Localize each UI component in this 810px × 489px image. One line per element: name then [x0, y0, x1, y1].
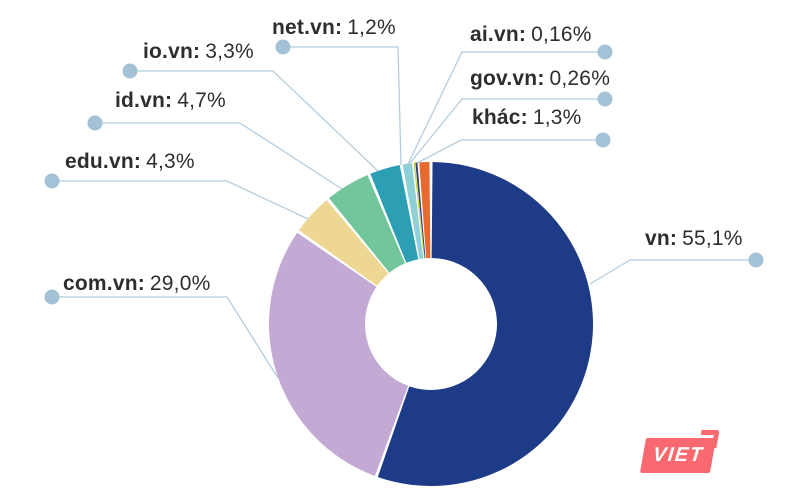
leader-dot-io-vn [122, 63, 138, 79]
leader-dot-khac [595, 132, 611, 148]
leader-dot-ai-vn [597, 44, 613, 60]
callout-value: 55,1% [682, 227, 743, 250]
leader-lines [52, 46, 756, 379]
slice-net-vn [402, 163, 424, 260]
callout-vn: vn: 55,1% [645, 226, 743, 252]
slice-vn [377, 162, 594, 487]
slice-com-vn [268, 232, 409, 476]
slice-ai-vn [413, 162, 425, 259]
callout-value: 0,26% [549, 67, 611, 90]
viettimes-logo: VIET [639, 430, 721, 476]
callout-value: 3,3% [205, 40, 254, 63]
slice-io-vn [370, 165, 419, 263]
callout-value: 4,7% [177, 89, 226, 112]
leader-dot-gov-vn [597, 91, 613, 107]
leader-dot-vn [748, 252, 764, 268]
callout-label: io.vn: [143, 40, 201, 63]
leader-dot-id-vn [87, 115, 103, 131]
callout-label: net.vn: [272, 16, 343, 39]
callout-value: 4,3% [146, 150, 195, 173]
leader-line-ai-vn [407, 51, 605, 165]
slice-id-vn [328, 174, 406, 273]
callout-label: gov.vn: [470, 67, 545, 90]
leader-line-vn [589, 259, 756, 285]
leader-dots [44, 39, 764, 305]
callout-value: 29,0% [149, 272, 211, 295]
donut-slices [268, 162, 594, 487]
callout-label: edu.vn: [65, 150, 142, 173]
leader-line-id-vn [95, 122, 343, 190]
slice-edu-vn [298, 200, 389, 286]
logo-box: VIET [639, 438, 717, 473]
leader-line-khac [416, 139, 603, 164]
callout-label: id.vn: [115, 89, 173, 112]
leader-line-io-vn [130, 70, 379, 172]
callout-ai-vn: ai.vn: 0,16% [470, 22, 592, 48]
callout-label: ai.vn: [470, 23, 527, 46]
leader-dot-com-vn [44, 289, 60, 305]
callout-com-vn: com.vn: 29,0% [63, 271, 210, 297]
logo-text: VIET [651, 444, 705, 466]
slice-khac [419, 162, 431, 259]
callout-value: 1,2% [347, 16, 396, 39]
callout-label: vn: [645, 227, 678, 250]
callout-gov-vn: gov.vn: 0,26% [470, 66, 610, 92]
callout-edu-vn: edu.vn: 4,3% [65, 149, 195, 175]
leader-line-gov-vn [409, 98, 605, 164]
leader-line-net-vn [283, 46, 402, 166]
leader-line-edu-vn [52, 180, 309, 220]
leader-dot-net-vn [275, 39, 291, 55]
callout-id-vn: id.vn: 4,7% [115, 88, 226, 114]
leader-line-com-vn [52, 296, 279, 379]
callout-io-vn: io.vn: 3,3% [143, 39, 254, 65]
callout-label: khác: [472, 106, 528, 129]
callout-net-vn: net.vn: 1,2% [272, 15, 396, 41]
callout-khac: khác: 1,3% [472, 105, 582, 131]
slice-gov-vn [415, 162, 426, 259]
leader-dot-edu-vn [44, 173, 60, 189]
callout-label: com.vn: [63, 272, 145, 295]
callout-value: 0,16% [531, 23, 592, 46]
callout-value: 1,3% [532, 106, 582, 129]
